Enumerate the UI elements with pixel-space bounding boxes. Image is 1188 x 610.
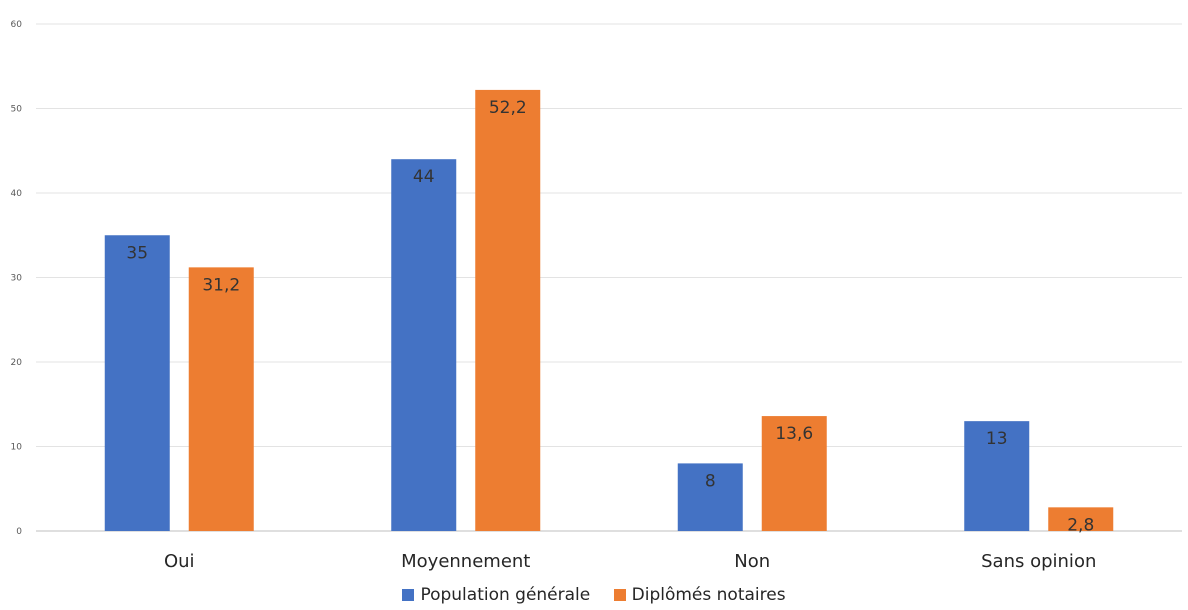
x-axis-ticks: Oui Moyennement Non Sans opinion [164, 551, 1096, 572]
data-labels: 35 31,2 44 52,2 8 13,6 13 2,8 [126, 98, 1094, 535]
legend-label-population-generale: Population générale [420, 585, 591, 605]
bars [104, 89, 1114, 531]
data-label: 13,6 [775, 424, 813, 444]
data-label: 13 [986, 429, 1008, 449]
y-tick-label: 40 [11, 189, 23, 199]
data-label: 31,2 [202, 275, 240, 295]
data-label: 52,2 [489, 98, 527, 118]
y-tick-label: 50 [11, 105, 23, 115]
x-tick-label: Moyennement [401, 551, 530, 572]
data-label: 35 [126, 243, 148, 263]
data-label: 44 [413, 167, 435, 187]
y-tick-label: 60 [11, 20, 23, 30]
x-tick-label: Non [734, 551, 770, 572]
legend: Population générale Diplômés notaires [0, 585, 1188, 605]
legend-label-diplomes-notaires: Diplômés notaires [631, 585, 786, 605]
y-tick-label: 10 [11, 443, 23, 453]
y-tick-label: 30 [11, 274, 23, 284]
y-axis-ticks: 0 10 20 30 40 50 60 [11, 20, 23, 537]
bar [104, 235, 170, 531]
legend-item-diplomes-notaires: Diplômés notaires [613, 585, 786, 605]
bar [761, 416, 827, 531]
bar [1048, 507, 1114, 531]
legend-swatch-diplomes-notaires [613, 589, 626, 601]
data-label: 8 [705, 471, 716, 491]
data-label: 2,8 [1067, 515, 1094, 535]
x-tick-label: Sans opinion [981, 551, 1096, 572]
y-tick-label: 0 [16, 527, 22, 537]
bar [188, 267, 254, 531]
x-tick-label: Oui [164, 551, 195, 572]
bar [391, 159, 457, 531]
bar [475, 89, 541, 531]
legend-item-population-generale: Population générale [402, 585, 590, 605]
bar [964, 421, 1030, 531]
legend-swatch-population-generale [402, 589, 415, 601]
bar [677, 463, 743, 531]
y-tick-label: 20 [11, 358, 23, 368]
bar-chart: 0 10 20 30 40 50 60 35 31,2 44 52,2 8 13,6 13 2,8 Oui… [11, 20, 1182, 572]
